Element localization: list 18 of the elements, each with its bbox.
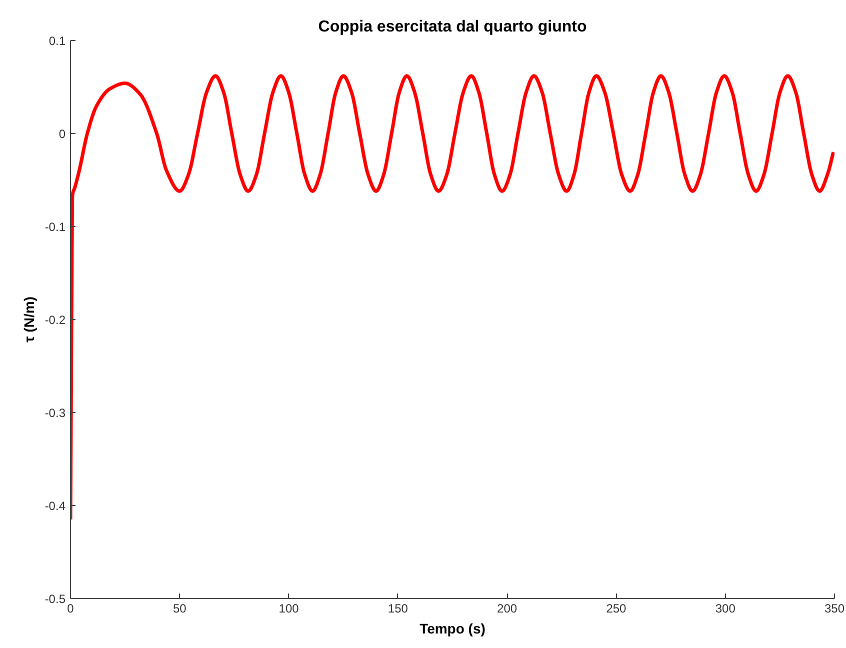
y-tick-label: -0.4	[44, 499, 66, 513]
y-tick-label: -0.5	[44, 592, 66, 606]
y-tick-label: -0.3	[44, 406, 66, 420]
x-tick-label: 150	[388, 602, 408, 616]
x-tick-label: 350	[824, 602, 845, 616]
y-tick-label: -0.1	[44, 220, 66, 234]
x-axis-title: Tempo (s)	[420, 620, 486, 636]
x-tick-label: 300	[715, 602, 736, 616]
y-axis-title: τ (N/m)	[20, 296, 37, 342]
y-tick-label: -0.2	[44, 313, 66, 327]
chart-title: Coppia esercitata dal quarto giunto	[318, 18, 587, 36]
x-tick-label: 200	[497, 602, 518, 616]
x-tick-label: 0	[67, 602, 74, 616]
y-tick-label: 0.1	[48, 34, 66, 48]
x-tick-label: 250	[606, 602, 627, 616]
x-tick-label: 100	[278, 602, 300, 616]
x-tick-label: 50	[172, 602, 187, 616]
y-tick-label: 0	[58, 127, 66, 141]
